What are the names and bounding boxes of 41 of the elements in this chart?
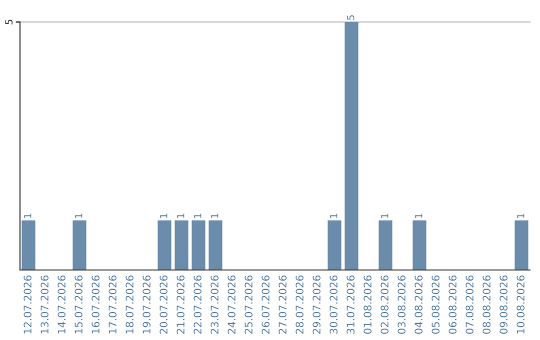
data-label: 1 (330, 214, 338, 218)
x-tick-label: 10.08.2026 (516, 276, 525, 334)
data-label: 1 (194, 214, 202, 218)
x-tick-label: 01.08.2026 (364, 276, 372, 334)
x-tick-label: 20.07.2026 (160, 276, 168, 334)
data-label: 1 (177, 214, 184, 218)
data-label: 1 (415, 214, 422, 218)
x-tick-label: 14.07.2026 (58, 276, 66, 334)
x-tick-label: 15.07.2026 (74, 276, 83, 334)
x-tick-label: 02.08.2026 (380, 276, 389, 334)
x-tick-label: 24.07.2026 (228, 276, 236, 334)
x-tick-label: 27.07.2026 (278, 276, 287, 334)
data-label: 1 (75, 214, 82, 218)
x-tick-label: 23.07.2026 (210, 276, 219, 334)
x-tick-label: 31.07.2026 (346, 276, 355, 334)
data-label: 1 (381, 214, 388, 218)
data-label: 1 (160, 214, 168, 218)
x-tick-label: 18.07.2026 (126, 276, 134, 334)
x-tick-label: 30.07.2026 (330, 276, 338, 334)
x-tick-label: 05.08.2026 (432, 276, 440, 334)
data-label: 5 (347, 15, 354, 20)
x-tick-label: 25.07.2026 (244, 276, 253, 334)
x-tick-label: 08.08.2026 (482, 276, 491, 334)
x-tick-label: 04.08.2026 (414, 276, 423, 334)
x-tick-label: 19.07.2026 (142, 276, 151, 334)
x-tick-label: 07.08.2026 (466, 276, 474, 334)
x-tick-label: 16.07.2026 (92, 276, 100, 334)
x-tick-label: 03.08.2026 (398, 276, 406, 334)
x-tick-label: 26.07.2026 (262, 276, 270, 334)
x-tick-label: 13.07.2026 (40, 276, 49, 334)
data-label: 1 (517, 214, 524, 218)
x-tick-label: 09.08.2026 (500, 276, 508, 334)
x-tick-label: 17.07.2026 (108, 276, 117, 334)
x-tick-label: 06.08.2026 (448, 276, 457, 334)
x-tick-label: 21.07.2026 (176, 276, 185, 334)
x-tick-label: 12.07.2026 (24, 276, 32, 334)
data-label: 1 (24, 214, 32, 218)
x-tick-label: 22.07.2026 (194, 276, 202, 334)
x-tick-label: 29.07.2026 (312, 276, 321, 334)
x-tick-label: 28.07.2026 (296, 276, 304, 334)
data-label: 1 (211, 214, 218, 218)
